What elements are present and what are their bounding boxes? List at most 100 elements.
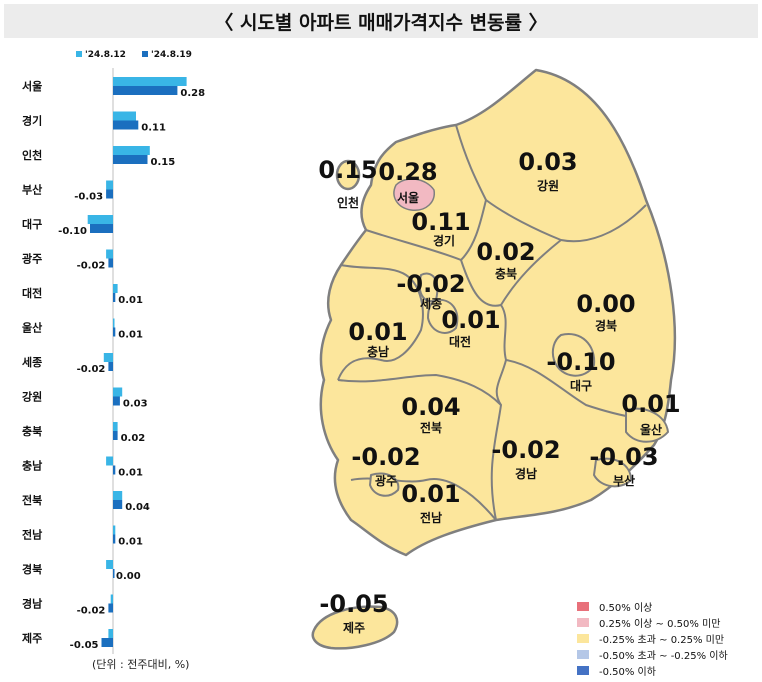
- map-value-label: 0.01: [621, 390, 680, 418]
- map-value-label: 0.01: [401, 480, 460, 508]
- bar-curr: [108, 258, 113, 268]
- map-value-label: 0.04: [401, 393, 460, 421]
- value-label: -0.02: [77, 606, 106, 617]
- legend-item: -0.50% 이하: [577, 662, 728, 678]
- category-label: 대구: [22, 217, 42, 231]
- category-label: 서울: [22, 79, 42, 93]
- category-label: 대전: [22, 286, 42, 300]
- legend-item: 0.50% 이상: [577, 598, 728, 614]
- value-label: -0.03: [74, 192, 103, 203]
- value-label: 0.00: [116, 571, 141, 582]
- bar-prev: [110, 594, 113, 604]
- legend-label: 0.50% 이상: [599, 602, 653, 614]
- map-region-label: 제주: [343, 621, 365, 635]
- map-region-label: 부산: [613, 473, 635, 488]
- bar-prev: [113, 284, 118, 293]
- category-label: 강원: [22, 390, 42, 404]
- category-label: 경기: [22, 114, 42, 128]
- bar-curr: [113, 569, 115, 578]
- map-value-label: -0.02: [396, 270, 465, 298]
- bar-curr: [113, 465, 116, 475]
- map-labels: 0.15인천0.28서울0.11경기0.03강원0.02충북-0.02세종0.0…: [318, 148, 680, 635]
- bar-curr: [113, 293, 116, 302]
- map-region-label: 전남: [420, 510, 442, 525]
- chart-title: 〈 시도별 아파트 매매가격지수 변동률 〉: [4, 4, 758, 38]
- incheon-island-shape: [335, 159, 361, 191]
- legend-label: -0.25% 초과 ~ 0.25% 미만: [599, 634, 725, 646]
- value-label: -0.10: [58, 226, 87, 237]
- value-label: 0.03: [123, 399, 148, 410]
- bar-prev: [108, 629, 113, 638]
- map-region-label: 서울: [397, 190, 419, 205]
- map-region-label: 세종: [420, 296, 442, 311]
- legend-item: -0.25% 초과 ~ 0.25% 미만: [577, 630, 728, 646]
- legend-swatch: [577, 617, 589, 627]
- map-region-label: 대구: [570, 379, 592, 393]
- map-legend: 0.50% 이상 0.25% 이상 ~ 0.50% 미만 -0.25% 초과 ~ 0…: [577, 598, 728, 678]
- bar-curr: [106, 189, 113, 199]
- category-label: 울산: [22, 321, 42, 335]
- chungbuk-border: [460, 259, 507, 406]
- daegu-shape: [551, 333, 596, 377]
- chungnam-border: [337, 264, 424, 381]
- category-label: 광주: [22, 253, 42, 266]
- bar-prev: [106, 180, 113, 190]
- map-region-label: 경북: [595, 319, 617, 333]
- category-label: 세종: [22, 355, 42, 369]
- bar-curr: [113, 431, 118, 440]
- bar-prev: [113, 77, 187, 86]
- map-value-label: 0.01: [441, 306, 500, 334]
- bar-prev: [113, 318, 115, 328]
- map-region-label: 인천: [337, 195, 359, 210]
- category-label: 제주: [22, 631, 42, 645]
- map-region-label: 경기: [433, 233, 455, 248]
- map-value-label: 0.03: [518, 148, 577, 176]
- bar-curr: [113, 327, 116, 337]
- value-label: -0.05: [70, 640, 99, 651]
- legend-label-0: '24.8.12: [85, 50, 126, 60]
- category-label: 전남: [22, 528, 42, 542]
- korea-map: 0.15인천0.28서울0.11경기0.03강원0.02충북-0.02세종0.0…: [311, 68, 681, 650]
- value-label: 0.01: [118, 295, 143, 306]
- map-value-label: 0.00: [576, 290, 635, 318]
- legend-item: 0.25% 이상 ~ 0.50% 미만: [577, 614, 728, 630]
- bar-curr: [108, 362, 113, 371]
- bar-curr: [90, 224, 113, 233]
- map-value-label: 0.02: [476, 238, 535, 266]
- bar-prev: [103, 353, 113, 362]
- bar-prev: [113, 111, 136, 121]
- map-region-label: 경남: [515, 466, 537, 481]
- map-value-label: -0.05: [319, 590, 388, 618]
- bar-curr: [113, 155, 148, 164]
- value-label: 0.02: [121, 433, 146, 444]
- bar-chart: '24.8.12 '24.8.19 서울 0.28 경기 0.11 인천 0.15 부산 -0.0…: [22, 50, 205, 654]
- value-label: 0.01: [118, 537, 143, 548]
- jeju-shape: [311, 605, 399, 650]
- legend-label: -0.50% 초과 ~ -0.25% 이하: [599, 650, 728, 662]
- bar-prev: [87, 215, 113, 224]
- category-label: 경북: [22, 562, 42, 576]
- legend-swatch: [577, 665, 589, 675]
- value-label: 0.01: [118, 330, 143, 341]
- bar-curr: [108, 603, 113, 613]
- bar-curr: [113, 396, 120, 406]
- map-value-label: 0.15: [318, 156, 377, 184]
- value-label: 0.01: [118, 468, 143, 479]
- bar-prev: [113, 387, 123, 397]
- bar-curr: [113, 120, 139, 130]
- map-region-label: 강원: [537, 179, 559, 193]
- category-label: 인천: [22, 148, 42, 162]
- value-label: -0.02: [77, 261, 106, 272]
- legend-label: -0.50% 이하: [599, 666, 656, 678]
- map-value-label: 0.01: [348, 318, 407, 346]
- bar-curr: [113, 86, 178, 95]
- map-value-label: 0.11: [411, 208, 470, 236]
- category-label: 전북: [22, 493, 42, 507]
- map-region-label: 충북: [495, 266, 517, 281]
- legend-label-1: '24.8.19: [151, 50, 192, 60]
- legend-swatch-1: [142, 51, 148, 57]
- map-value-label: -0.03: [589, 443, 658, 471]
- daejeon-shape: [427, 298, 459, 334]
- legend-swatch: [577, 649, 589, 659]
- bar-curr: [101, 638, 113, 647]
